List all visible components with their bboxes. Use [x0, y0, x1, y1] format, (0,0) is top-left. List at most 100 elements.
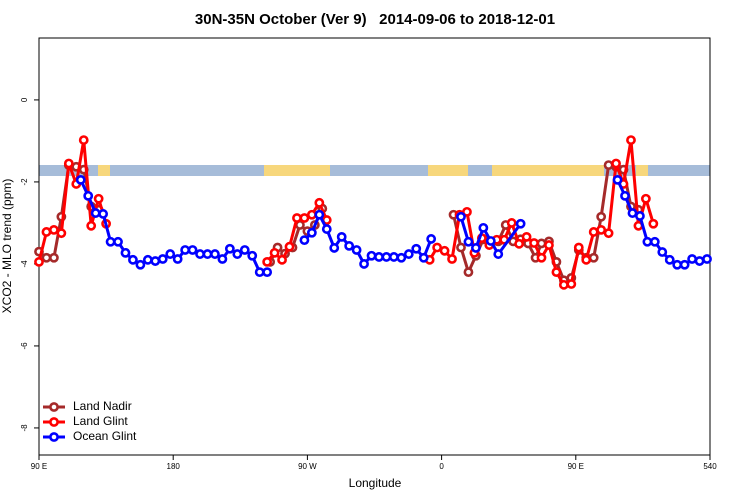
point: [314, 197, 325, 208]
point: [351, 245, 362, 255]
point: [588, 252, 599, 263]
point: [456, 242, 466, 253]
point: [664, 254, 675, 265]
point: [180, 245, 191, 255]
point: [462, 206, 472, 217]
point: [544, 240, 554, 250]
y-tick-label: -8: [20, 424, 29, 432]
point: [262, 267, 273, 278]
point: [374, 252, 384, 262]
point: [627, 208, 638, 218]
point: [558, 279, 569, 290]
x-axis-label: Longitude: [349, 476, 402, 490]
point: [432, 242, 443, 253]
point: [239, 245, 250, 255]
point: [172, 254, 183, 264]
point: [612, 174, 623, 185]
point: [515, 218, 526, 229]
point: [403, 249, 414, 259]
point: [581, 254, 592, 265]
point: [687, 254, 698, 264]
point: [277, 254, 287, 265]
point: [63, 158, 74, 169]
point: [262, 256, 273, 267]
point: [269, 247, 280, 258]
point: [292, 213, 302, 223]
point: [596, 211, 607, 222]
point: [603, 228, 614, 239]
point: [463, 267, 474, 278]
point: [83, 190, 94, 201]
point: [165, 249, 176, 259]
y-tick-label: -6: [20, 342, 29, 350]
point: [506, 218, 517, 228]
point: [254, 267, 265, 278]
y-axis-label: XCO2 - MLO trend (ppm): [0, 179, 14, 314]
point: [135, 259, 146, 270]
point: [321, 224, 332, 234]
y-tick-label: -4: [20, 260, 29, 268]
series: [34, 135, 659, 290]
point: [157, 254, 168, 264]
point: [463, 236, 474, 247]
point: [86, 220, 97, 231]
land-band: [264, 165, 330, 176]
point: [551, 267, 562, 278]
legend-label: Land Glint: [73, 414, 128, 428]
point: [596, 224, 607, 235]
point: [284, 241, 295, 252]
point: [329, 243, 340, 253]
point: [514, 238, 525, 249]
point: [142, 254, 153, 265]
point: [113, 236, 123, 247]
point: [41, 252, 52, 263]
x-tick-label: 0: [439, 462, 444, 471]
x-tick-label: 90 W: [298, 462, 317, 471]
land-band: [428, 165, 468, 176]
point: [648, 218, 659, 229]
point: [56, 228, 67, 239]
point: [34, 256, 44, 267]
point: [41, 227, 52, 237]
point: [49, 252, 59, 263]
point: [702, 254, 712, 264]
point: [120, 247, 131, 258]
point: [657, 247, 668, 257]
point: [128, 254, 138, 265]
point: [247, 250, 258, 261]
point: [521, 231, 532, 242]
point: [195, 249, 205, 259]
point: [381, 252, 392, 262]
point: [626, 135, 636, 145]
point: [366, 250, 377, 261]
series: [75, 174, 712, 278]
point: [620, 190, 630, 201]
point: [478, 222, 489, 233]
point: [603, 160, 614, 171]
point: [573, 242, 584, 253]
point: [90, 208, 101, 218]
y-tick-label: -2: [20, 178, 29, 186]
point: [78, 135, 89, 145]
point: [566, 279, 577, 289]
point: [411, 243, 422, 254]
point: [93, 193, 104, 204]
point: [529, 238, 539, 248]
point: [299, 213, 310, 223]
land-ocean-band: [39, 165, 710, 176]
legend-label: Ocean Glint: [73, 429, 137, 443]
point: [640, 193, 651, 204]
point: [224, 243, 235, 254]
point: [388, 252, 399, 262]
point: [232, 249, 243, 259]
x-tick-label: 180: [167, 462, 181, 471]
point: [314, 209, 325, 220]
legend-marker: [49, 417, 59, 427]
point: [611, 158, 621, 169]
x-tick-label: 90 E: [568, 462, 584, 471]
point: [694, 256, 705, 266]
legend-marker: [49, 402, 59, 412]
legend-marker: [49, 432, 59, 442]
point: [588, 227, 599, 237]
x-tick-label: 540: [703, 462, 717, 471]
